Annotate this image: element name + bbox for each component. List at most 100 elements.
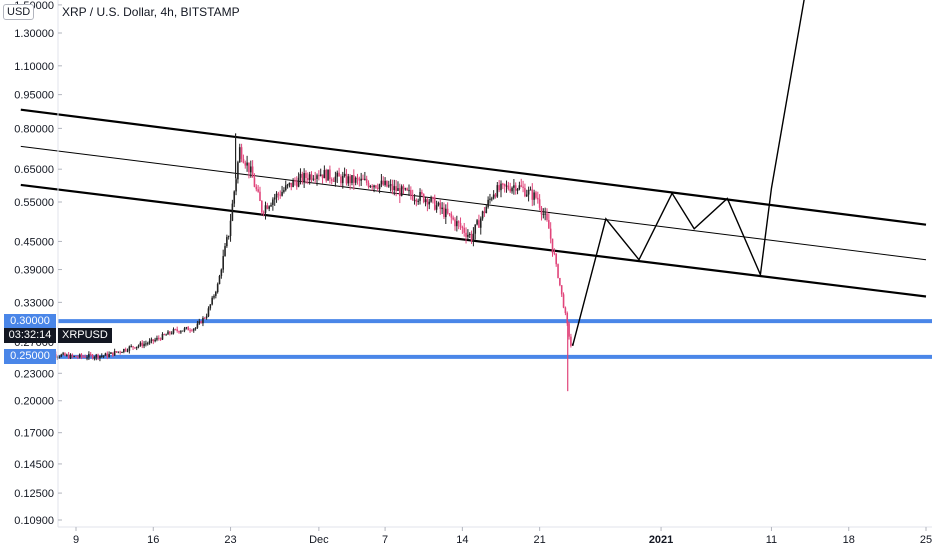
candle-body: [404, 188, 407, 190]
candle-body: [176, 329, 178, 332]
candle-body: [557, 264, 559, 278]
candle-body: [524, 187, 526, 197]
candle-body: [325, 170, 328, 181]
candle-body: [399, 188, 401, 197]
candle-body: [354, 177, 357, 183]
candle-body: [540, 207, 543, 215]
x-tick-label: 7: [382, 534, 388, 546]
candle-body: [402, 186, 405, 190]
candle-body: [154, 339, 156, 342]
candle-body: [566, 313, 569, 324]
candle-body: [77, 357, 79, 359]
candle-body: [487, 199, 489, 207]
candle-body: [135, 346, 138, 349]
candle-body: [476, 220, 478, 225]
candle-body: [200, 321, 202, 324]
candle-body: [58, 356, 61, 358]
candle-body: [553, 252, 556, 254]
candle-body: [314, 178, 316, 180]
x-tick-label: 21: [534, 534, 546, 546]
candle-body: [559, 277, 561, 286]
candle-body: [555, 253, 557, 265]
candle-body: [341, 175, 344, 184]
candle-body: [353, 175, 355, 183]
candle-body: [433, 197, 436, 210]
candle-body: [150, 339, 153, 341]
candle-body: [128, 346, 131, 351]
candle-body: [422, 194, 425, 203]
channel-line-upper: [20, 108, 927, 226]
candle-body: [522, 186, 524, 188]
candle-body: [446, 208, 449, 214]
candle-body: [468, 233, 471, 235]
candle-body: [283, 190, 285, 192]
candle-body: [139, 342, 142, 346]
candle-body: [520, 185, 523, 187]
candle-body: [529, 189, 532, 191]
candle-body: [382, 180, 385, 185]
candle-body: [134, 347, 136, 349]
y-tick-label: 0.12500: [14, 488, 54, 500]
candle-body: [126, 350, 129, 352]
candle-body: [95, 354, 98, 358]
candle-body: [503, 183, 506, 187]
candle-body: [294, 180, 296, 182]
candle-body: [172, 329, 175, 334]
currency-badge[interactable]: USD: [3, 4, 35, 20]
candle-body: [373, 185, 375, 188]
candle-body: [297, 177, 300, 187]
candle-body: [215, 292, 217, 296]
candle-body: [261, 200, 263, 213]
candle-body: [268, 206, 270, 209]
x-tick-label: 2021: [649, 534, 673, 546]
candle-body: [376, 187, 379, 189]
candle-body: [196, 323, 199, 328]
candle-body: [231, 203, 234, 221]
candle-body: [104, 353, 107, 356]
level-label-lower: 0.25000: [4, 349, 56, 365]
symbol-legend: XRP / U.S. Dollar, 4h, BITSTAMP: [62, 5, 240, 19]
candle-body: [229, 220, 232, 236]
y-tick-label: 0.14500: [14, 459, 54, 471]
candle-body: [69, 354, 72, 359]
candle-body: [192, 328, 195, 331]
candle-body: [356, 177, 359, 179]
candle-body: [312, 178, 315, 180]
candle-body: [457, 221, 460, 224]
candle-body: [343, 173, 346, 176]
candle-body: [362, 178, 364, 180]
candle-body: [205, 316, 208, 318]
candle-body: [502, 183, 504, 185]
candle-body: [474, 224, 477, 234]
y-tick-label: 0.20000: [14, 396, 54, 408]
candle-body: [295, 181, 298, 187]
candle-body: [507, 185, 510, 189]
candle-body: [130, 346, 132, 348]
candle-body: [491, 198, 493, 200]
candle-body: [334, 176, 337, 182]
candle-body: [467, 234, 469, 237]
candle-body: [238, 147, 241, 163]
candle-body: [152, 339, 155, 342]
candle-body: [421, 192, 423, 195]
candle-body: [452, 217, 454, 220]
candle-body: [408, 190, 410, 192]
y-tick-label: 1.10000: [14, 61, 54, 73]
candle-body: [207, 308, 210, 317]
candle-body: [307, 177, 309, 181]
candle-body: [86, 357, 88, 359]
candle-body: [165, 334, 167, 336]
candle-body: [336, 172, 339, 177]
candle-body: [253, 177, 256, 187]
candle-body: [277, 193, 280, 195]
candle-body: [290, 182, 293, 188]
candle-body: [472, 233, 475, 242]
candle-body: [316, 175, 318, 179]
candle-body: [305, 173, 307, 178]
candle-body: [411, 194, 414, 200]
candle-body: [351, 175, 353, 184]
candle-body: [270, 204, 272, 207]
time-axis: 9 16 23 Dec 7 14 21 2021 11 18 25: [73, 527, 932, 546]
candle-body: [533, 192, 535, 200]
